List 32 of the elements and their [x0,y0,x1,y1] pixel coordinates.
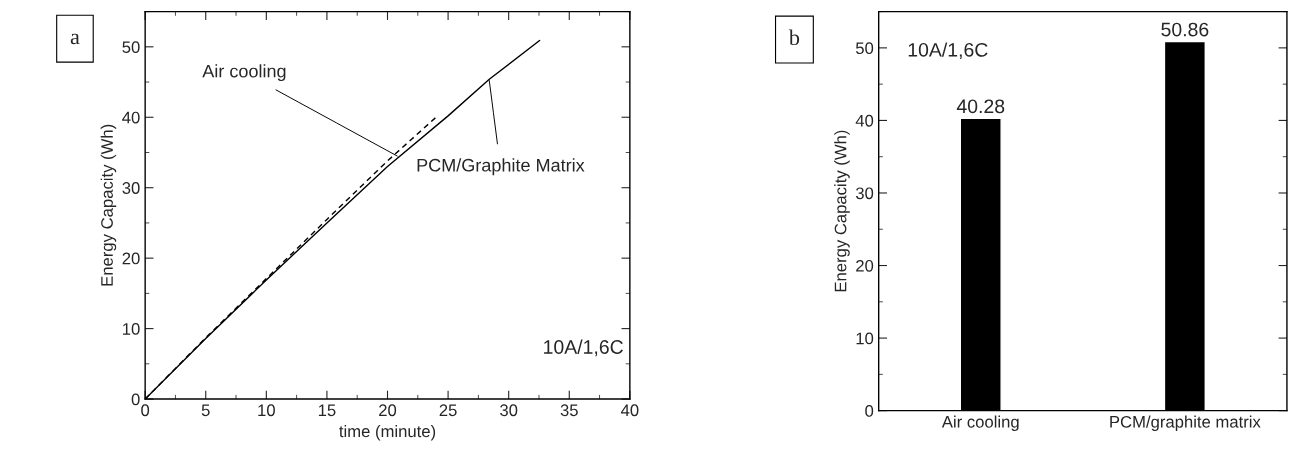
y-axis-title: Energy Capacity (Wh) [100,124,117,286]
x-tick-label: 30 [500,404,518,417]
y-tick-label: 40 [855,114,874,127]
data-label: 50.86 [1161,22,1209,37]
y-tick-label: 50 [122,41,140,54]
y-tick-label: 40 [122,111,140,124]
x-tick-label: 40 [620,404,639,417]
y-tick-label: 30 [855,187,874,200]
x-axis-title: time (minute) [339,424,436,441]
x-tick-label: 20 [379,404,397,417]
annotation: 10A/1,6C [544,339,623,357]
x-tick-label: 10 [258,404,275,417]
y-tick-label: 30 [122,182,140,194]
x-tick-label: 5 [201,404,210,417]
x-tick-label: 0 [141,404,150,417]
y-tick-label: 50 [855,42,874,55]
data-label: 40.28 [956,99,1005,114]
x-tick-label: 15 [318,404,336,417]
annotation: PCM/Graphite Matrix [417,158,585,176]
annotation: 10A/1,6C [908,42,988,60]
text: b [788,29,800,46]
y-axis-title: Energy Capacity (Wh) [834,130,850,292]
y-tick-label: 20 [856,259,874,272]
y-tick-label: 10 [856,332,874,345]
x-tick-label: 25 [439,404,457,417]
x-tick-label: 35 [560,404,578,417]
text: a [70,33,80,45]
x-tick-label: PCM/graphite matrix [1110,415,1261,432]
y-tick-label: 10 [123,323,140,335]
y-tick-label: 0 [131,393,140,406]
y-tick-label: 20 [122,252,140,265]
annotation: Air cooling [202,64,286,82]
